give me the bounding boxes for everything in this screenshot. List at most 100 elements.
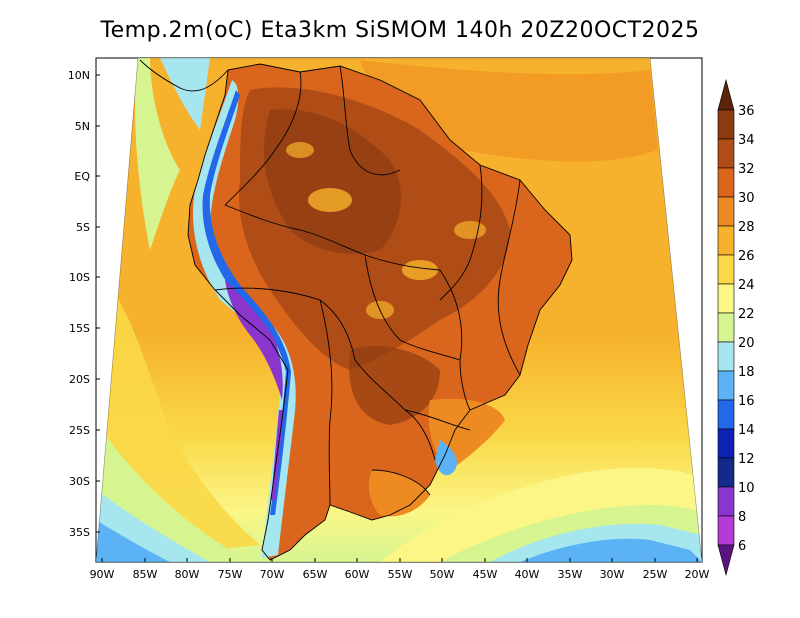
map-title: Temp.2m(oC) Eta3km SiSMOM 140h 20Z20OCT2…: [100, 18, 700, 43]
colorbar-segments: [717, 78, 735, 577]
border-guianas: [339, 65, 401, 176]
lat-label-5n: 5N: [75, 120, 90, 133]
lat-tick: 25S: [69, 424, 100, 437]
lon-tick: 65W: [303, 558, 328, 581]
lon-label-20w: 20W: [685, 568, 710, 581]
colorbar-segment: [717, 312, 735, 343]
andes-peak-band: [225, 280, 283, 400]
lat-tick: 5N: [75, 120, 100, 133]
colorbar-label-30: 30: [738, 191, 755, 206]
lon-tick: 55W: [388, 558, 413, 581]
coastline: [187, 63, 573, 561]
warm-spot: [286, 142, 314, 158]
lon-tick: 30W: [600, 558, 625, 581]
lon-tick: 50W: [430, 558, 455, 581]
lat-label-5s: 5S: [76, 221, 90, 234]
lon-label-90w: 90W: [90, 568, 115, 581]
lat-tick: 15S: [69, 322, 100, 335]
colorbar-segment: [717, 225, 735, 256]
lon-label-35w: 35W: [558, 568, 583, 581]
lon-tick: 70W: [260, 558, 285, 581]
lat-tick: 5S: [76, 221, 100, 234]
longitude-axis: 90W 85W 80W 75W 70W 65W 60W 55W 50W 45W …: [90, 558, 710, 581]
colorbar-segment: [717, 544, 735, 577]
colorbar-label-34: 34: [738, 133, 755, 148]
border-northeast: [439, 164, 483, 301]
lon-tick: 75W: [218, 558, 243, 581]
colorbar-label-26: 26: [738, 249, 755, 264]
warm-spot: [402, 260, 438, 280]
lat-tick: 30S: [69, 475, 100, 488]
lat-label-20s: 20S: [69, 373, 90, 386]
pacific-coldest-zone: [96, 520, 170, 562]
lon-label-25w: 25W: [643, 568, 668, 581]
colorbar-segment: [717, 167, 735, 198]
colorbar-label-24: 24: [738, 278, 755, 293]
lat-label-eq: EQ: [74, 170, 90, 183]
atlantic-coldest-zone: [520, 538, 702, 562]
colorbar-label-6: 6: [738, 539, 746, 554]
border-paraguay: [354, 359, 436, 461]
lon-label-30w: 30W: [600, 568, 625, 581]
lon-tick: 60W: [345, 558, 370, 581]
colorbar-label-36: 36: [738, 104, 755, 119]
lat-label-25s: 25S: [69, 424, 90, 437]
serra-cold-zone: [435, 440, 457, 476]
lat-label-35s: 35S: [69, 526, 90, 539]
lat-tick: 35S: [69, 526, 100, 539]
lat-tick: 10N: [68, 69, 100, 82]
border-amazon-north: [224, 204, 441, 271]
colorbar-segment: [717, 370, 735, 401]
border-peru-bolivia: [214, 287, 356, 361]
colorbar-segment: [717, 283, 735, 314]
colorbar-label-18: 18: [738, 365, 755, 380]
panama-cool-zone: [160, 58, 210, 130]
border-mato-grosso: [364, 254, 461, 361]
lon-tick: 80W: [175, 558, 200, 581]
colorbar-segment: [717, 78, 735, 111]
colorbar-label-32: 32: [738, 162, 755, 177]
lon-label-85w: 85W: [133, 568, 158, 581]
lon-tick: 40W: [515, 558, 540, 581]
lat-tick: 20S: [69, 373, 100, 386]
lon-label-40w: 40W: [515, 568, 540, 581]
colorbar-segment: [717, 254, 735, 285]
colorbar-label-8: 8: [738, 510, 746, 525]
nw-cool-tongue: [135, 58, 180, 250]
lat-tick: 10S: [69, 271, 100, 284]
border-bahia: [497, 179, 521, 376]
colorbar-segment: [717, 109, 735, 140]
lon-tick: 25W: [643, 558, 668, 581]
lon-label-50w: 50W: [430, 568, 455, 581]
lon-tick: 45W: [473, 558, 498, 581]
colorbar-segment: [717, 341, 735, 372]
domain-outline: [95, 57, 703, 563]
temperature-field: [96, 58, 702, 562]
lon-label-70w: 70W: [260, 568, 285, 581]
colorbar-segment: [717, 457, 735, 488]
lon-tick: 20W: [685, 558, 710, 581]
colorbar-labels: 36 34 32 30 28 26 24 22 20 18 16 14 12 1…: [738, 104, 755, 554]
colorbar-label-22: 22: [738, 307, 755, 322]
colorbar-label-28: 28: [738, 220, 755, 235]
colorbar-segment: [717, 486, 735, 517]
andes-cold-band: [202, 90, 291, 515]
colorbar-label-20: 20: [738, 336, 755, 351]
chaco-hot-zone: [349, 346, 440, 425]
lat-label-15s: 15S: [69, 322, 90, 335]
warm-spot: [454, 221, 486, 239]
lat-label-30s: 30S: [69, 475, 90, 488]
central-america-coast: [139, 59, 229, 92]
colorbar-segment: [717, 196, 735, 227]
border-argentina-chile: [319, 299, 333, 506]
border-colombia-venezuela: [224, 71, 302, 206]
colorbar-segment: [717, 138, 735, 169]
colorbar-segment: [717, 428, 735, 459]
colorbar-label-14: 14: [738, 423, 755, 438]
colorbar-segment: [717, 515, 735, 546]
lon-tick: 85W: [133, 558, 158, 581]
latitude-axis: 10N 5N EQ 5S 10S 15S 20S 25S 30S 35S: [68, 69, 100, 539]
border-uruguay: [371, 469, 431, 496]
lon-label-45w: 45W: [473, 568, 498, 581]
